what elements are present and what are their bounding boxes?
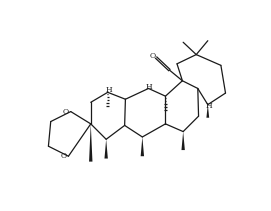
Polygon shape <box>182 132 185 150</box>
Polygon shape <box>141 137 144 156</box>
Text: H: H <box>105 86 112 94</box>
Polygon shape <box>104 139 108 158</box>
Text: O: O <box>61 152 67 160</box>
Polygon shape <box>89 124 92 162</box>
Text: O: O <box>63 108 69 116</box>
Text: H: H <box>206 102 213 110</box>
Polygon shape <box>207 105 209 118</box>
Text: O: O <box>150 52 156 60</box>
Text: H: H <box>146 83 153 91</box>
